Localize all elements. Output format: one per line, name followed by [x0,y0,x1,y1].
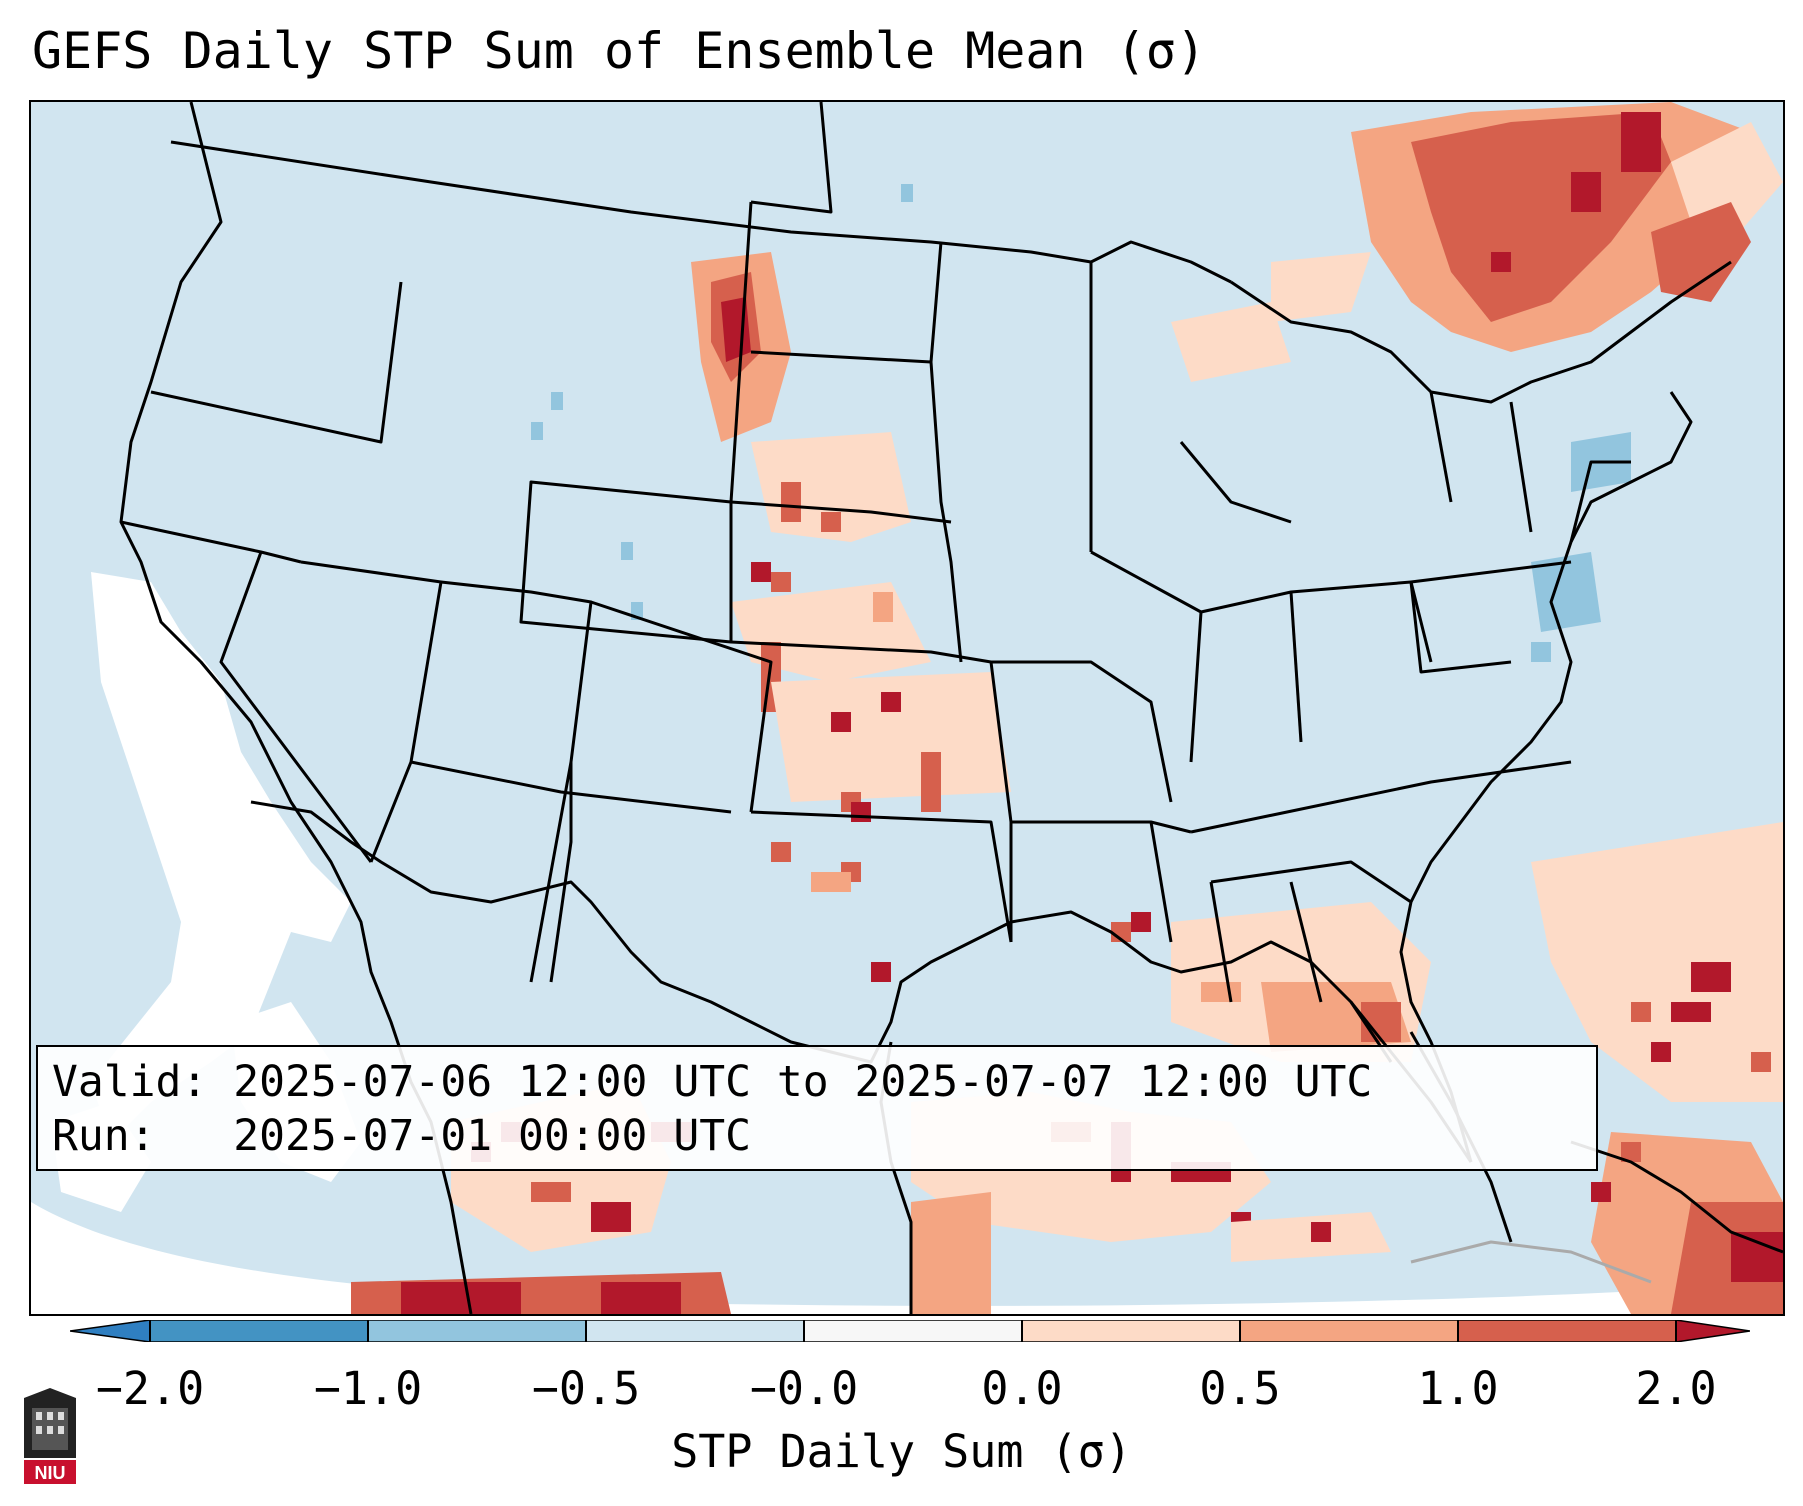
colorbar-extend-low [70,1320,151,1342]
colorbar-bin-7 [1458,1320,1676,1342]
colorbar-bin-3 [586,1320,804,1342]
valid-time: Valid: 2025-07-06 12:00 UTC to 2025-07-0… [52,1057,1373,1107]
colorbar-tick-label: 0.5 [1199,1362,1281,1415]
valid-run-box: Valid: 2025-07-06 12:00 UTC to 2025-07-0… [36,1045,1598,1171]
colorbar-bin-1 [150,1320,368,1342]
run-time: Run: 2025-07-01 00:00 UTC [52,1111,751,1161]
colorbar-bin-4 [804,1320,1022,1342]
colorbar-tick-label: −0.0 [749,1362,859,1415]
svg-text:NIU: NIU [35,1463,66,1483]
colorbar-tick-label: 2.0 [1635,1362,1717,1415]
colorbar [70,1320,1750,1342]
colorbar-extend-high [1675,1320,1750,1342]
colorbar-bin-2 [368,1320,586,1342]
colorbar-tick-label: −2.0 [95,1362,205,1415]
niu-logo-icon: NIU [24,1388,76,1484]
chart-title: GEFS Daily STP Sum of Ensemble Mean (σ) [32,22,1206,80]
colorbar-tick-label: −0.5 [531,1362,641,1415]
colorbar-label: STP Daily Sum (σ) [671,1425,1132,1478]
colorbar-tick-label: 0.0 [981,1362,1063,1415]
colorbar-bin-5 [1022,1320,1240,1342]
stp-anomaly-cells [351,102,1783,1314]
colorbar-tick-label: −1.0 [313,1362,423,1415]
colorbar-bin-6 [1240,1320,1458,1342]
colorbar-tick-label: 1.0 [1417,1362,1499,1415]
